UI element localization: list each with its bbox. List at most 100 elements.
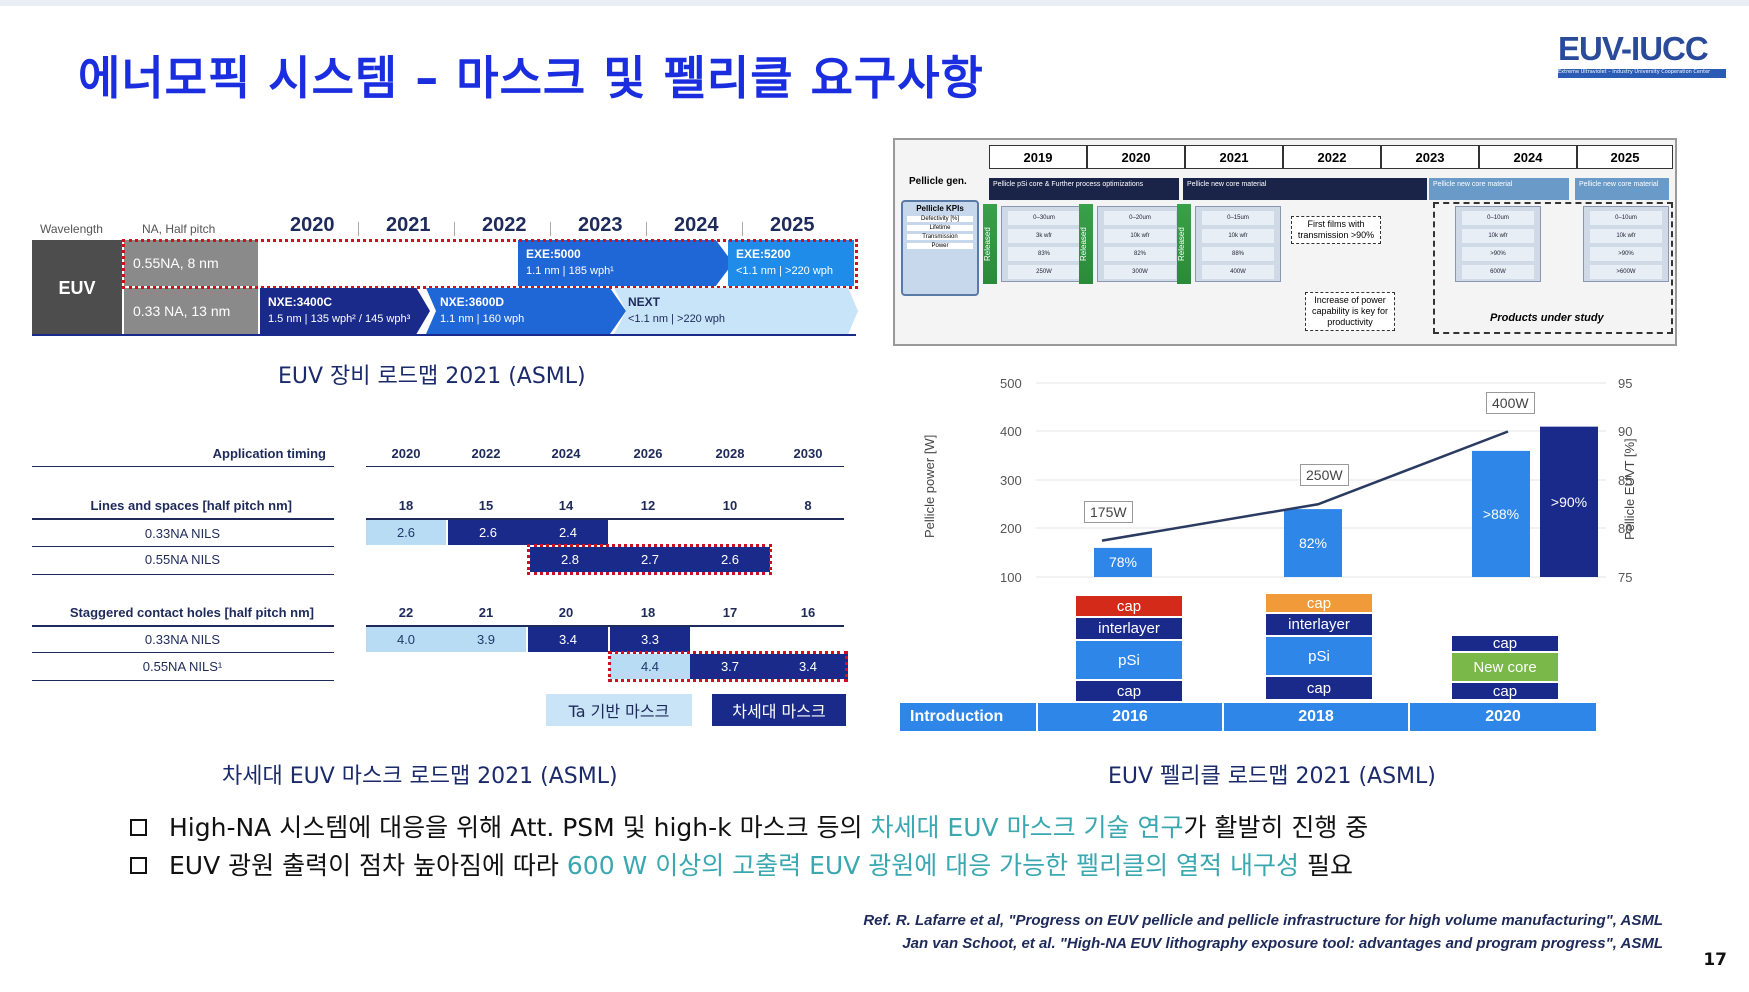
exe5200-spec: <1.1 nm | >220 wph [736, 265, 834, 277]
bullet-1-text-end: 가 활발히 진행 중 [1183, 813, 1369, 842]
kpi-card-2023: 0–10um 10k wfr >90% 600W [1455, 206, 1541, 282]
pellicle-year: 2019 [989, 145, 1087, 169]
pellicle-bar-psi: Pellicle pSi core & Further process opti… [989, 178, 1179, 200]
nxe3400-spec: 1.5 nm | 135 wph² / 145 wph³ [268, 313, 411, 325]
pellicle-year: 2021 [1185, 145, 1283, 169]
card-val: 10k wfr [1590, 229, 1662, 243]
power-callout: 175W [1084, 500, 1133, 523]
layer-2020-cap-bottom: cap [1452, 683, 1558, 700]
card-val: >600W [1590, 265, 1662, 279]
ch-pitch: 18 [640, 605, 656, 620]
legend-next-mask: 차세대 마스크 [712, 694, 846, 726]
card-val: 88% [1202, 247, 1274, 261]
released-arrow: Released [983, 204, 997, 284]
roadmap-baseline [32, 334, 856, 336]
exe5200-name: EXE:5200 [736, 247, 791, 261]
left-tick: 300 [1000, 473, 1022, 488]
exe5200-arrow: EXE:5200 <1.1 nm | >220 wph [728, 240, 854, 286]
euvt-bars [1094, 426, 1598, 577]
card-val: 10k wfr [1202, 229, 1274, 243]
note-power: Increase of power capability is key for … [1305, 292, 1395, 331]
ch-033-name: 0.33NA NILS [144, 632, 221, 647]
year-separator [742, 222, 743, 236]
table-rule [32, 574, 334, 575]
ch-055-value: 3.7 [690, 654, 770, 679]
card-val: 0–15um [1202, 211, 1274, 225]
ls-pitch: 14 [558, 498, 574, 513]
mask-year: 2022 [471, 446, 501, 461]
kpi-item: Power [907, 243, 973, 249]
card-val: 0–30um [1008, 211, 1080, 225]
ch-055-highlight [608, 651, 848, 682]
year-separator [646, 222, 647, 236]
layer-2016-cap-bottom: cap [1076, 681, 1182, 701]
study-region [1433, 202, 1673, 334]
note-transmission: First films with transmission >90% [1291, 216, 1381, 244]
mask-year: 2024 [551, 446, 581, 461]
ls-055-highlight [527, 544, 772, 575]
bullet-1-highlight: 차세대 EUV 마스크 기술 연구 [870, 813, 1184, 842]
roadmap-year: 2024 [674, 214, 719, 236]
pellicle-chart [1036, 382, 1606, 578]
ch-055-name: 0.55NA NILS¹ [142, 659, 223, 674]
ch-pitch: 20 [558, 605, 574, 620]
card-val: 0–20um [1104, 211, 1176, 225]
ls-055-name: 0.55NA NILS [144, 552, 221, 567]
intro-year: 2016 [1038, 703, 1222, 731]
pellicle-bar-study2: Pellicle new core material [1575, 178, 1669, 200]
layer-2016-cap-top: cap [1076, 596, 1182, 616]
euvt-bar-2 [1472, 450, 1530, 577]
wavelength-header: Wavelength [40, 222, 103, 236]
ch-055-value: 3.4 [768, 654, 848, 679]
layer-2018-cap-bottom: cap [1266, 677, 1372, 699]
layer-2018-interlayer: interlayer [1266, 614, 1372, 635]
ls-055-value: 2.8 [530, 547, 610, 572]
next-arrow: NEXT <1.1 nm | >220 wph [614, 288, 858, 334]
pellicle-bar-new-core: Pellicle new core material [1183, 178, 1427, 200]
card-val: 250W [1008, 265, 1080, 279]
ls-033-value: 2.6 [448, 520, 528, 545]
next-spec: <1.1 nm | >220 wph [628, 313, 726, 325]
nxe3600-name: NXE:3600D [440, 295, 505, 309]
bullet-2-text-end: 필요 [1299, 851, 1353, 880]
exe5000-spec: 1.1 nm | 185 wph¹ [526, 265, 614, 277]
euvt-bar-label: 78% [1108, 554, 1138, 571]
pellicle-year: 2023 [1381, 145, 1479, 169]
card-val: 400W [1202, 265, 1274, 279]
intro-year: 2020 [1410, 703, 1596, 731]
nxe3600-spec: 1.1 nm | 160 wph [440, 313, 525, 325]
mask-year: 2028 [715, 446, 745, 461]
right-tick: 85 [1618, 473, 1633, 488]
euvt-bar-label: >90% [1550, 493, 1588, 510]
ls-055-value: 2.7 [610, 547, 690, 572]
pellicle-year: 2020 [1087, 145, 1185, 169]
card-val: 83% [1008, 247, 1080, 261]
logo-text: EUV-IUCC [1558, 30, 1709, 67]
exe5000-arrow: EXE:5000 1.1 nm | 185 wph¹ [518, 240, 733, 286]
released-arrow: Released [1177, 204, 1191, 284]
pellicle-year: 2024 [1479, 145, 1577, 169]
released-arrow: Released [1079, 204, 1093, 284]
reference-1: Ref. R. Lafarre et al, "Progress on EUV … [863, 912, 1663, 929]
pellicle-year: 2025 [1577, 145, 1673, 169]
contact-holes-label: Staggered contact holes [half pitch nm] [69, 605, 314, 620]
layer-2018-psi: pSi [1266, 637, 1372, 675]
kpi-item: Lifetime [907, 225, 973, 231]
na-header: NA, Half pitch [142, 222, 216, 236]
table-rule [32, 680, 334, 681]
mask-year: 2030 [793, 446, 823, 461]
ls-pitch: 10 [722, 498, 738, 513]
left-axis-label: Pellicle power [W] [922, 434, 937, 538]
application-timing-label: Application timing [212, 446, 326, 461]
left-tick: 100 [1000, 570, 1022, 585]
ls-033-value: 2.4 [528, 520, 608, 545]
pellicle-bar-study1: Pellicle new core material [1429, 178, 1569, 200]
table-rule [32, 652, 334, 653]
layer-2016-interlayer: interlayer [1076, 618, 1182, 639]
year-separator [550, 222, 551, 236]
ch-pitch: 21 [478, 605, 494, 620]
legend-ta-mask: Ta 기반 마스크 [546, 694, 692, 726]
ls-pitch: 8 [804, 498, 812, 513]
row1-empty [258, 240, 518, 286]
euvt-bar-label: 82% [1298, 535, 1328, 552]
